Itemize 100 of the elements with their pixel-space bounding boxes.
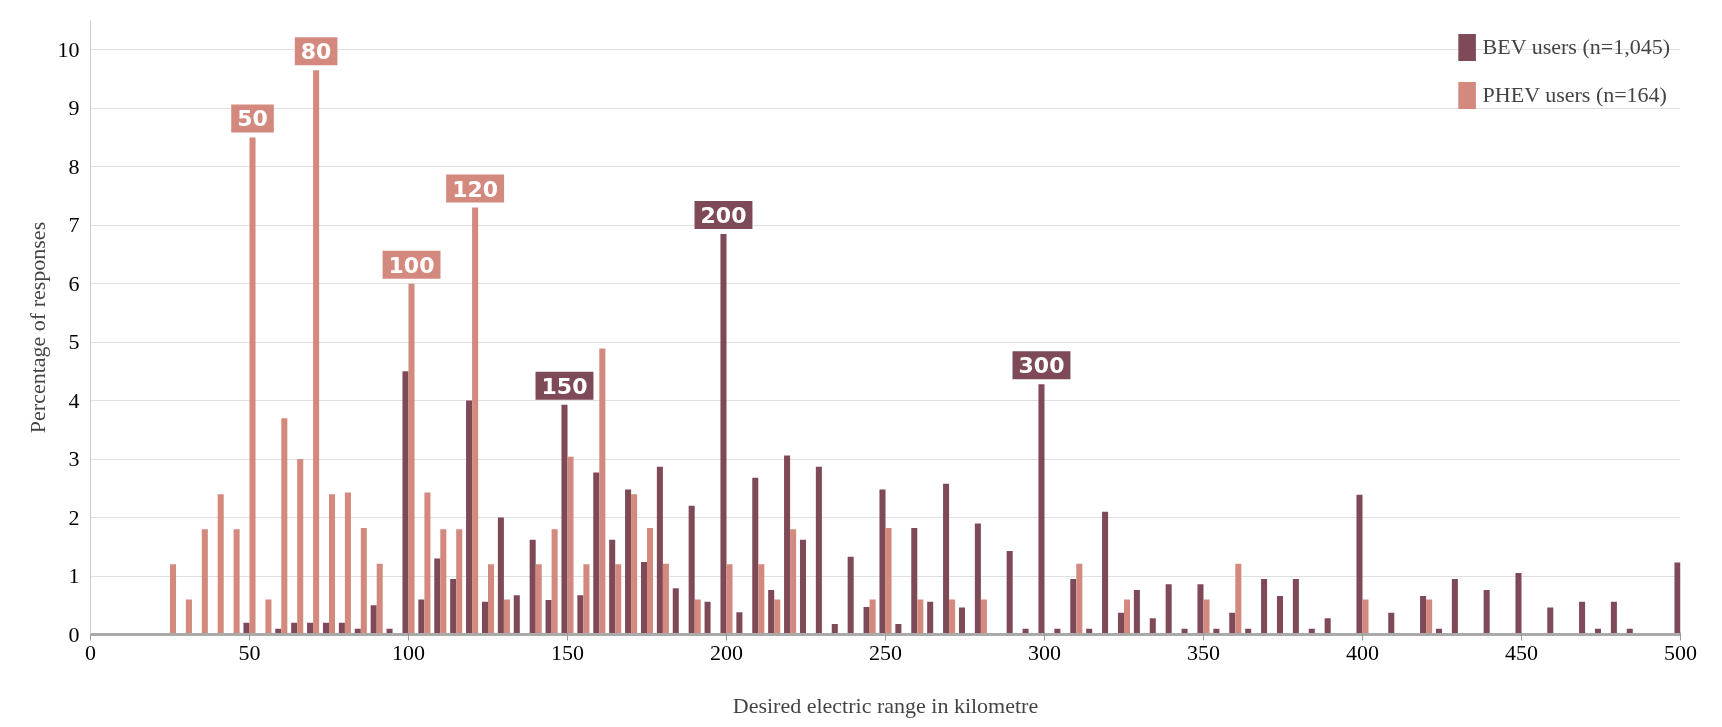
bar (281, 418, 288, 635)
x-tick-label: 100 (392, 639, 425, 665)
y-tick-label: 7 (68, 212, 80, 238)
bar (869, 599, 876, 635)
y-tick-label: 10 (57, 36, 80, 62)
bar (513, 595, 520, 635)
bar (885, 528, 892, 635)
bar (647, 528, 654, 635)
bar (503, 599, 510, 635)
bar (376, 563, 383, 635)
annotation: 150 (541, 373, 588, 399)
y-axis-title: Percentage of responses (24, 221, 50, 434)
bar (911, 528, 918, 635)
bar (879, 489, 886, 635)
bar (1451, 578, 1458, 635)
x-tick-label: 50 (238, 639, 261, 665)
legend-label: BEV users (n=1,045) (1482, 34, 1670, 60)
bar (758, 564, 765, 635)
bar (434, 558, 441, 635)
bar (1261, 578, 1268, 635)
bar (799, 539, 806, 635)
bar (631, 494, 638, 635)
annotation: 100 (388, 252, 435, 278)
bar (402, 371, 409, 635)
y-tick-label: 3 (68, 446, 80, 472)
bar (980, 599, 987, 635)
bar (297, 459, 304, 635)
x-tick-label: 200 (710, 639, 743, 665)
y-tick-label: 0 (68, 621, 80, 647)
bar (217, 494, 224, 635)
bar (1102, 511, 1109, 635)
y-tick-label: 5 (68, 329, 80, 355)
bar (625, 489, 632, 635)
bar (577, 595, 584, 635)
bar (551, 529, 558, 635)
bar (456, 529, 463, 635)
bar (815, 466, 822, 635)
y-tick-label: 6 (68, 270, 80, 296)
bar (249, 137, 256, 635)
bar (488, 564, 495, 635)
bar (535, 564, 542, 635)
bar (1124, 599, 1131, 635)
bar (1292, 578, 1299, 635)
bar (1674, 562, 1681, 635)
bar (450, 578, 457, 635)
bar (1076, 563, 1083, 635)
bar (424, 492, 431, 635)
bar (408, 283, 415, 635)
y-tick-label: 1 (68, 563, 80, 589)
annotation: 300 (1018, 353, 1065, 379)
bar (170, 564, 177, 635)
annotation: 200 (700, 202, 747, 228)
bar (790, 529, 797, 635)
x-tick-label: 400 (1346, 639, 1379, 665)
bar (313, 70, 320, 635)
bar (1276, 595, 1283, 635)
bar (672, 588, 679, 635)
bar (784, 455, 791, 635)
x-axis-title: Desired electric range in kilometre (732, 692, 1039, 718)
bar (609, 539, 616, 635)
bar (344, 492, 351, 635)
bar (243, 622, 250, 635)
y-tick-label: 4 (68, 387, 80, 413)
y-tick-label: 2 (68, 504, 80, 530)
bar (1229, 612, 1236, 635)
bar (720, 233, 727, 635)
bar (529, 539, 536, 635)
y-tick-label: 8 (68, 153, 80, 179)
x-tick-label: 350 (1187, 639, 1220, 665)
bar (1165, 584, 1172, 635)
bar (917, 599, 924, 635)
bar (1070, 578, 1077, 635)
x-tick-label: 450 (1505, 639, 1538, 665)
bar (1515, 573, 1522, 635)
bar (1420, 595, 1427, 635)
bar (201, 529, 208, 635)
bar (583, 564, 590, 635)
bar (774, 599, 781, 635)
bar (1362, 599, 1369, 635)
bar (599, 348, 606, 635)
y-tick-label: 9 (68, 95, 80, 121)
bar (1006, 550, 1013, 635)
bar (1610, 601, 1617, 635)
bar (736, 612, 743, 635)
bar (1388, 612, 1395, 635)
bar (847, 556, 854, 635)
bar (329, 494, 336, 635)
bar (593, 472, 600, 635)
bar (1117, 612, 1124, 635)
annotation: 120 (452, 176, 499, 202)
bar (1579, 601, 1586, 635)
bar (863, 607, 870, 635)
bar (694, 599, 701, 635)
bar (615, 564, 622, 635)
bar (656, 466, 663, 635)
x-tick-label: 300 (1028, 639, 1061, 665)
bar (1038, 384, 1045, 635)
bar (1547, 607, 1554, 635)
bar (726, 564, 733, 635)
bar (440, 529, 447, 635)
